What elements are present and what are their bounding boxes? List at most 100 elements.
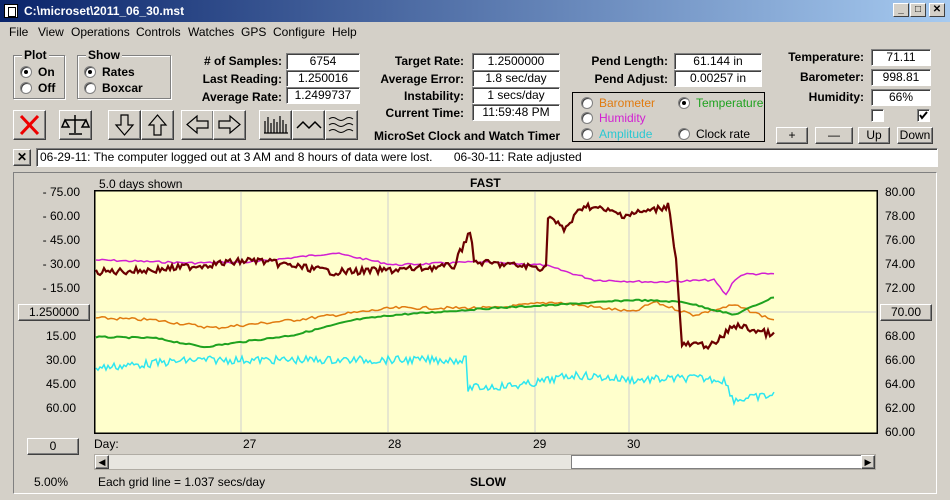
plot-group-label: Plot [22, 48, 49, 62]
left-axis-tick: - 45.00 [42, 233, 80, 247]
clear-notes-button[interactable]: ✕ [13, 149, 31, 166]
slow-label: SLOW [470, 475, 506, 489]
pend-adjust-field: 0.00257 in [674, 70, 762, 87]
stop-button[interactable] [13, 110, 46, 140]
barometer-series [95, 300, 775, 330]
clock-rate-radio[interactable]: Clock rate [678, 126, 750, 142]
down-button[interactable]: Down [897, 127, 933, 144]
minus-button[interactable]: — [815, 127, 853, 144]
instability-field: 1 secs/day [472, 87, 560, 104]
menu-gps[interactable]: GPS [241, 25, 267, 39]
minimize-button[interactable]: _ [893, 3, 909, 17]
plot-off-radio[interactable]: Off [20, 80, 55, 96]
pend-adjust-label: Pend Adjust: [594, 72, 668, 86]
day-label: 27 [243, 437, 257, 451]
chart-panel [13, 172, 937, 494]
day-prefix-label: Day: [94, 437, 119, 451]
barometer-radio[interactable]: Barometer [581, 95, 655, 111]
bar-view-button[interactable] [259, 110, 292, 140]
humidity-radio[interactable]: Humidity [581, 110, 646, 126]
scroll-right-button[interactable]: ▶ [861, 455, 875, 469]
right-axis-tick: 74.00 [885, 257, 916, 271]
bar-chart-icon [264, 116, 288, 134]
average-rate-label: Average Rate: [201, 90, 282, 104]
right-axis-tick: 64.00 [885, 377, 916, 391]
line-view-button[interactable] [292, 110, 325, 140]
center-rate-button[interactable]: 1.250000 [18, 304, 90, 321]
radio-icon [84, 82, 96, 94]
right-axis-tick: 66.00 [885, 353, 916, 367]
balance-button[interactable] [59, 110, 92, 140]
radio-icon [678, 128, 690, 140]
radio-icon [581, 128, 593, 140]
last-reading-field: 1.250016 [286, 70, 360, 87]
wave-view-button[interactable] [325, 110, 358, 140]
menu-controls[interactable]: Controls [136, 25, 181, 39]
barometer-option-label: Barometer [599, 96, 656, 110]
center-temp-button[interactable]: 70.00 [880, 304, 932, 321]
right-axis-tick: 78.00 [885, 209, 916, 223]
sensor-selector: Barometer Temperature Humidity Amplitude… [572, 92, 765, 142]
amplitude-radio[interactable]: Amplitude [581, 126, 652, 142]
rate-plot[interactable] [94, 190, 878, 434]
checkbox-left[interactable] [871, 109, 884, 122]
right-axis-tick: 72.00 [885, 281, 916, 295]
zoom-button[interactable]: 0 [27, 438, 79, 455]
close-button[interactable]: ✕ [929, 3, 945, 17]
left-axis-tick: 60.00 [45, 401, 76, 415]
horizontal-scrollbar[interactable]: ◀ ▶ [94, 454, 876, 470]
average-rate-field: 1.2499737 [286, 87, 360, 104]
move-right-button[interactable] [213, 110, 246, 140]
humidity-field: 66% [871, 89, 931, 106]
arrow-down-icon [114, 114, 135, 136]
instability-label: Instability: [403, 89, 464, 103]
temperature-field: 71.11 [871, 49, 931, 66]
rate-series [95, 201, 775, 351]
radio-icon [581, 112, 593, 124]
right-axis-tick: 60.00 [885, 425, 916, 439]
radio-icon [20, 66, 32, 78]
app-icon [4, 4, 18, 18]
menu-file[interactable]: File [9, 25, 29, 39]
fast-label: FAST [470, 176, 501, 190]
checkbox-right[interactable] [917, 109, 930, 122]
show-rates-radio[interactable]: Rates [84, 64, 135, 80]
plus-button[interactable]: + [776, 127, 808, 144]
up-button[interactable]: Up [858, 127, 890, 144]
average-error-label: Average Error: [380, 72, 464, 86]
left-axis-tick: 15.00 [45, 329, 76, 343]
left-axis-tick: 45.00 [45, 377, 76, 391]
show-group: Show Rates Boxcar [77, 48, 171, 99]
move-left-button[interactable] [181, 110, 214, 140]
grid-note-label: Each grid line = 1.037 secs/day [98, 475, 266, 489]
menu-operations[interactable]: Operations [71, 25, 130, 39]
plot-group: Plot On Off [13, 48, 65, 99]
title-bar: C:\microset\2011_06_30.mst _ □ ✕ [0, 0, 950, 22]
move-up-button[interactable] [141, 110, 174, 140]
check-icon [919, 111, 928, 120]
maximize-button[interactable]: □ [910, 3, 926, 17]
days-shown-label: 5.0 days shown [99, 177, 183, 191]
menu-configure[interactable]: Configure [273, 25, 326, 39]
temperature-radio[interactable]: Temperature [678, 95, 763, 111]
radio-icon [678, 97, 690, 109]
note-1: 06-29-11: The computer logged out at 3 A… [40, 150, 433, 164]
scroll-thumb[interactable] [571, 455, 862, 469]
temperature-label: Temperature: [788, 50, 864, 64]
window-title: C:\microset\2011_06_30.mst [24, 4, 185, 18]
menu-help[interactable]: Help [332, 25, 357, 39]
temperature-series [95, 296, 775, 349]
notes-field[interactable]: 06-29-11: The computer logged out at 3 A… [36, 148, 938, 167]
move-down-button[interactable] [108, 110, 141, 140]
menu-bar: File View Operations Controls Watches GP… [0, 22, 950, 42]
humidity-label: Humidity: [808, 90, 864, 104]
scroll-left-button[interactable]: ◀ [95, 455, 109, 469]
menu-watches[interactable]: Watches [188, 25, 235, 39]
target-rate-field: 1.2500000 [472, 53, 560, 70]
left-axis-tick: - 30.00 [42, 257, 80, 271]
radio-icon [581, 97, 593, 109]
show-boxcar-radio[interactable]: Boxcar [84, 80, 143, 96]
menu-view[interactable]: View [38, 25, 64, 39]
plot-on-radio[interactable]: On [20, 64, 55, 80]
show-rates-label: Rates [102, 65, 135, 79]
